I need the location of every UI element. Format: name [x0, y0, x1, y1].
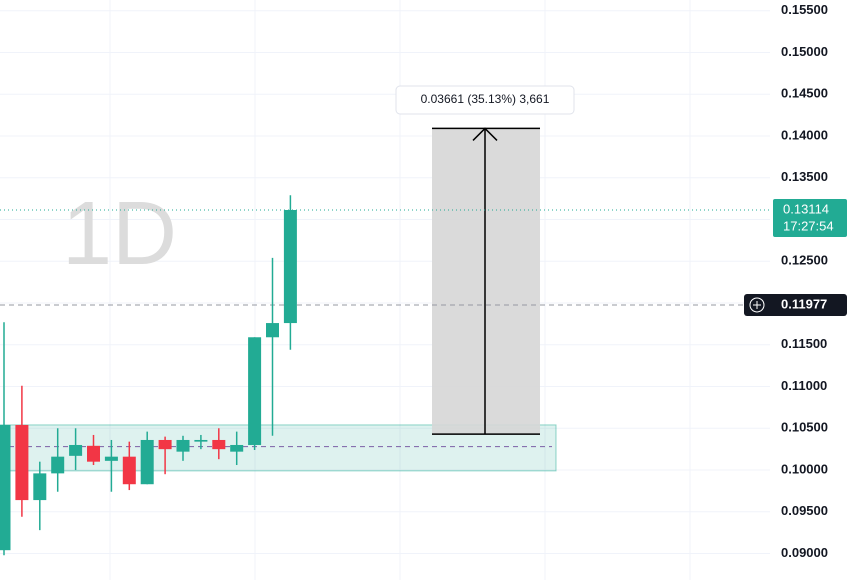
candle-body [104, 456, 118, 461]
watermark: 1D [62, 184, 177, 284]
y-tick-label: 0.14000 [781, 127, 828, 142]
candle-body [33, 473, 47, 501]
candle-body [212, 439, 226, 450]
add-button[interactable] [749, 297, 765, 313]
y-tick-label: 0.15000 [781, 44, 828, 59]
crosshair-box [744, 293, 847, 316]
crosshair-label: 0.11977 [781, 296, 827, 311]
candle-body [51, 456, 65, 474]
candle-body [140, 439, 154, 485]
y-tick-label: 0.15500 [781, 2, 828, 17]
candle-body [69, 444, 83, 456]
candle-body [15, 424, 29, 501]
y-tick-label: 0.11500 [781, 336, 827, 351]
y-tick-label: 0.13500 [781, 169, 828, 184]
measure-label: 0.03661 (35.13%) 3,661 [421, 92, 550, 106]
y-tick-label: 0.11000 [781, 378, 827, 393]
candle-body [248, 337, 262, 445]
candle-body [158, 439, 172, 450]
candle-body [87, 445, 100, 462]
candle-body [122, 456, 136, 485]
candle-body [0, 424, 11, 551]
last-price-box [773, 199, 847, 238]
y-tick-label: 0.09000 [781, 545, 828, 560]
candle-body [230, 444, 244, 452]
measure-arrowhead [472, 127, 498, 141]
add-icon [753, 300, 761, 309]
y-tick-label: 0.14500 [781, 86, 828, 101]
candle-body [176, 439, 190, 452]
y-tick-label: 0.10500 [781, 420, 828, 435]
countdown-label: 17:27:54 [783, 218, 834, 233]
candle-body [194, 439, 208, 442]
y-tick-label: 0.12500 [781, 253, 828, 268]
y-tick-label: 0.10000 [781, 461, 828, 476]
measure-box [432, 128, 540, 435]
candle-body [266, 323, 279, 338]
measure-label-box [395, 85, 575, 115]
y-tick-label: 0.09500 [781, 503, 828, 518]
candle-body [283, 210, 297, 324]
last-price-label: 0.13114 [783, 201, 829, 216]
